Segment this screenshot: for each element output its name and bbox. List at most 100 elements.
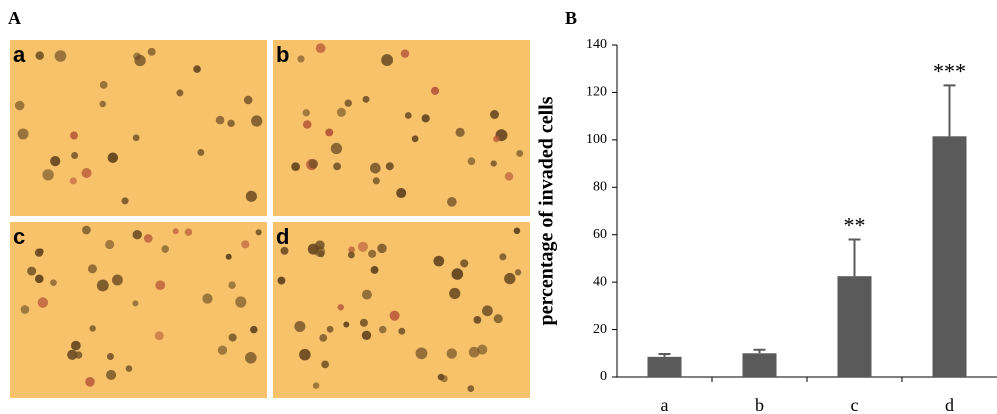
cell — [398, 327, 406, 335]
cell — [299, 348, 311, 361]
cell — [147, 47, 156, 56]
cell — [302, 109, 310, 117]
cell — [421, 114, 430, 123]
cell — [347, 251, 355, 259]
cell — [447, 197, 457, 207]
bar — [837, 276, 872, 377]
cell — [106, 353, 114, 361]
cell — [176, 89, 184, 97]
cell — [368, 249, 377, 258]
cell — [326, 325, 334, 333]
cell — [504, 272, 516, 285]
cell — [291, 162, 300, 172]
cell — [370, 266, 379, 274]
y-tick-label: 120 — [586, 85, 607, 100]
cell — [35, 51, 44, 60]
cell — [71, 152, 79, 159]
cell — [455, 127, 465, 137]
annotation: *** — [933, 58, 966, 83]
cell — [99, 100, 106, 108]
bar — [742, 353, 777, 377]
error-bar — [753, 348, 766, 354]
cell — [34, 274, 44, 284]
y-tick-label: 40 — [593, 274, 607, 289]
bar — [932, 136, 967, 377]
cell — [372, 177, 380, 185]
cell — [446, 348, 457, 359]
image-label: d — [276, 224, 289, 249]
cell — [106, 369, 117, 381]
image-label: a — [13, 42, 26, 67]
cell — [333, 162, 342, 171]
cell — [161, 245, 170, 253]
cell — [357, 241, 368, 252]
cell — [433, 255, 445, 267]
cell — [89, 325, 96, 332]
cell — [430, 86, 440, 95]
cell — [499, 253, 507, 261]
cell — [415, 347, 428, 360]
y-tick-label: 80 — [593, 180, 607, 195]
cell — [336, 107, 346, 117]
cell — [202, 293, 213, 304]
cell — [303, 120, 312, 129]
bar — [647, 356, 682, 377]
cell — [315, 43, 326, 54]
cell — [70, 131, 79, 140]
cell — [396, 187, 407, 199]
error-bar — [943, 84, 956, 137]
cell — [280, 246, 289, 255]
cell — [400, 49, 410, 58]
cell — [297, 55, 305, 63]
cell — [490, 160, 497, 167]
cell — [172, 228, 179, 235]
cell — [215, 115, 225, 125]
cell — [155, 280, 166, 291]
cell — [69, 177, 77, 185]
cell — [449, 287, 461, 300]
cell — [228, 281, 236, 289]
y-tick-label: 20 — [593, 322, 607, 337]
cell — [197, 149, 205, 156]
cell — [121, 197, 129, 205]
cell — [235, 296, 247, 308]
cell — [467, 157, 476, 166]
cell — [467, 385, 475, 392]
cell — [294, 320, 306, 333]
cell — [504, 172, 514, 181]
cell — [54, 50, 67, 62]
cell — [482, 305, 493, 317]
cell — [184, 228, 193, 236]
panel-label: A — [8, 8, 21, 28]
cell — [337, 304, 344, 311]
cell — [385, 162, 394, 171]
cell — [381, 54, 394, 66]
cell — [193, 65, 201, 73]
cell — [107, 152, 119, 163]
cell — [81, 168, 92, 178]
cell — [96, 279, 109, 292]
cell — [361, 289, 372, 300]
cell — [348, 246, 355, 254]
cell — [468, 346, 480, 358]
cell — [312, 382, 320, 389]
cell — [514, 269, 522, 276]
cell — [227, 119, 235, 128]
cell — [99, 80, 108, 89]
cell — [225, 253, 232, 260]
cell — [111, 274, 123, 286]
x-tick-label: c — [851, 395, 859, 414]
cell — [132, 230, 142, 240]
cell — [277, 276, 286, 285]
cell — [404, 112, 412, 119]
cell — [359, 318, 368, 327]
cell — [493, 314, 503, 324]
cell — [87, 264, 98, 274]
error-bar — [848, 238, 861, 277]
y-tick-label: 140 — [586, 37, 607, 52]
micrograph — [273, 40, 530, 216]
cell — [154, 331, 164, 341]
cell — [251, 115, 263, 127]
image-label: c — [13, 224, 25, 249]
